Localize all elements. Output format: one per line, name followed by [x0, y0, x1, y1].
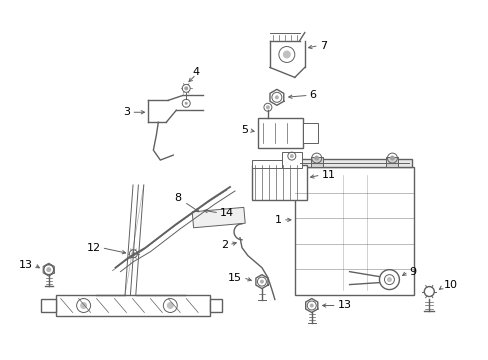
Text: 5: 5 — [241, 125, 247, 135]
Circle shape — [386, 277, 391, 282]
Bar — [294, 167, 413, 294]
Circle shape — [282, 50, 290, 58]
Bar — [56, 294, 210, 316]
Circle shape — [260, 280, 264, 284]
Circle shape — [274, 95, 278, 99]
Text: 4: 4 — [192, 67, 199, 77]
Circle shape — [184, 102, 187, 105]
Text: 9: 9 — [408, 267, 416, 276]
Bar — [251, 165, 306, 200]
Bar — [302, 123, 317, 143]
Circle shape — [184, 86, 188, 90]
Text: 14: 14 — [220, 208, 234, 218]
Text: 1: 1 — [274, 215, 281, 225]
Bar — [251, 160, 281, 168]
Bar — [192, 207, 244, 228]
Circle shape — [314, 156, 319, 161]
Circle shape — [46, 267, 51, 272]
Circle shape — [80, 302, 87, 309]
Bar — [41, 298, 56, 312]
Text: 6: 6 — [309, 90, 316, 100]
Bar — [310, 157, 322, 167]
Text: 15: 15 — [227, 273, 242, 283]
Circle shape — [131, 252, 135, 256]
Circle shape — [166, 302, 173, 309]
Text: 8: 8 — [174, 193, 182, 203]
Text: 13: 13 — [337, 300, 351, 310]
Bar — [386, 157, 398, 167]
Text: 11: 11 — [321, 170, 335, 180]
Text: 13: 13 — [19, 260, 33, 270]
Circle shape — [389, 156, 394, 161]
Text: 7: 7 — [319, 41, 326, 50]
Circle shape — [289, 154, 293, 158]
Bar — [281, 152, 301, 168]
Text: 2: 2 — [221, 240, 227, 250]
Text: 12: 12 — [86, 243, 101, 253]
Text: 3: 3 — [123, 107, 130, 117]
Circle shape — [265, 105, 269, 109]
Circle shape — [309, 303, 313, 307]
Text: 10: 10 — [443, 280, 457, 289]
Bar — [210, 298, 222, 312]
Bar — [258, 118, 302, 148]
Polygon shape — [296, 159, 411, 167]
